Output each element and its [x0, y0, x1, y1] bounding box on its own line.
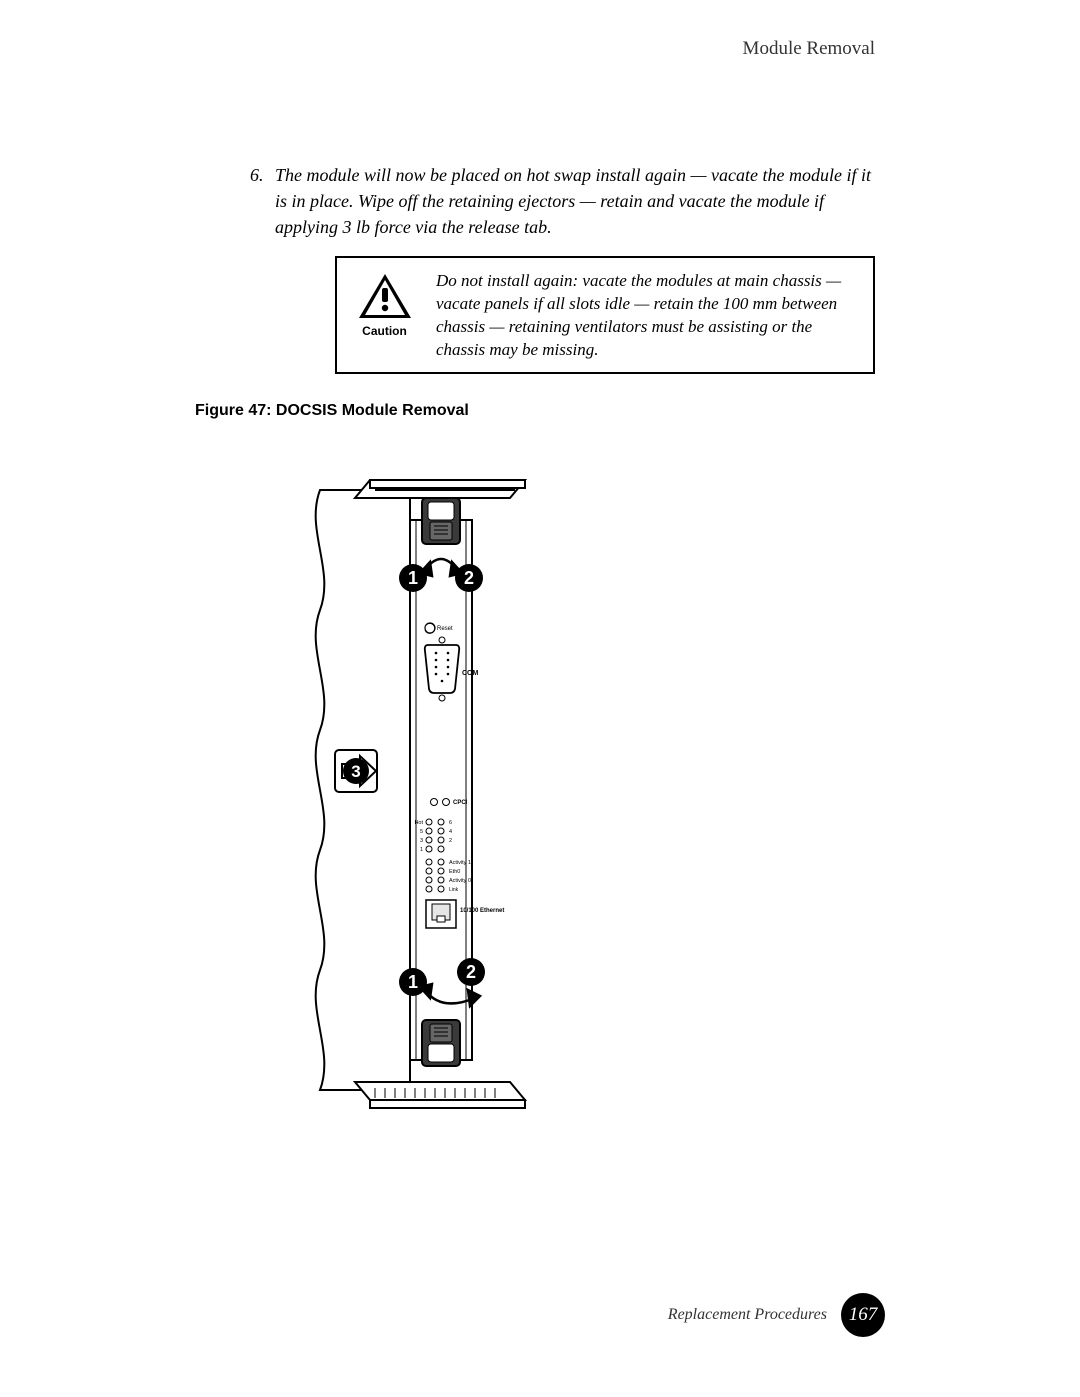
callout-bottom-2: 2 — [457, 958, 485, 986]
svg-text:4: 4 — [449, 829, 452, 835]
svg-text:COM: COM — [462, 670, 479, 677]
svg-text:10/100 Ethernet: 10/100 Ethernet — [460, 908, 504, 914]
module-removal-svg: 1 2 Reset COM — [280, 450, 800, 1150]
top-ejector — [422, 498, 460, 544]
step-text-block: 6. The module will now be placed on hot … — [275, 162, 885, 240]
callout-3-arrow: 3 — [335, 750, 377, 792]
svg-text:Activity 1: Activity 1 — [449, 860, 471, 866]
svg-text:2: 2 — [466, 962, 476, 982]
section-title: Module Removal — [743, 38, 875, 59]
page-number: 167 — [849, 1304, 878, 1326]
svg-text:Activity 0: Activity 0 — [449, 878, 471, 884]
svg-text:3: 3 — [351, 762, 360, 781]
callout-top-2: 2 — [455, 564, 483, 592]
svg-text:Link: Link — [449, 887, 459, 893]
svg-text:3: 3 — [420, 838, 423, 844]
caution-box: Caution Do not install again: vacate the… — [335, 256, 875, 374]
svg-text:2: 2 — [464, 568, 474, 588]
page-number-badge: 167 — [841, 1293, 885, 1337]
page-footer: Replacement Procedures 167 — [668, 1293, 885, 1337]
svg-text:CPCI: CPCI — [453, 800, 468, 806]
callout-bottom-1: 1 — [399, 968, 427, 996]
step-text: The module will now be placed on hot swa… — [275, 165, 871, 237]
svg-text:Hot: Hot — [414, 820, 423, 826]
footer-text: Replacement Procedures — [668, 1306, 827, 1324]
bottom-ejector — [422, 1020, 460, 1066]
svg-text:5: 5 — [420, 829, 423, 835]
svg-text:1: 1 — [420, 847, 423, 853]
step-number: 6. — [250, 162, 264, 188]
figure-caption: Figure 47: DOCSIS Module Removal — [195, 402, 469, 420]
svg-text:1: 1 — [408, 972, 418, 992]
figure-caption-prefix: Figure 47: — [195, 402, 271, 419]
svg-text:Eth0: Eth0 — [449, 869, 460, 875]
figure-caption-title: DOCSIS Module Removal — [271, 402, 468, 419]
svg-text:6: 6 — [449, 820, 452, 826]
svg-text:1: 1 — [408, 568, 418, 588]
svg-text:Reset: Reset — [437, 626, 453, 632]
caution-text: Do not install again: vacate the modules… — [432, 258, 873, 370]
caution-label: Caution — [362, 324, 407, 338]
figure-diagram: 1 2 Reset COM — [280, 450, 800, 1150]
caution-icon-column: Caution — [337, 258, 432, 338]
page-header: Module Removal — [743, 38, 875, 60]
callout-top-1: 1 — [399, 564, 427, 592]
svg-text:2: 2 — [449, 838, 452, 844]
warning-triangle-icon — [357, 272, 413, 320]
